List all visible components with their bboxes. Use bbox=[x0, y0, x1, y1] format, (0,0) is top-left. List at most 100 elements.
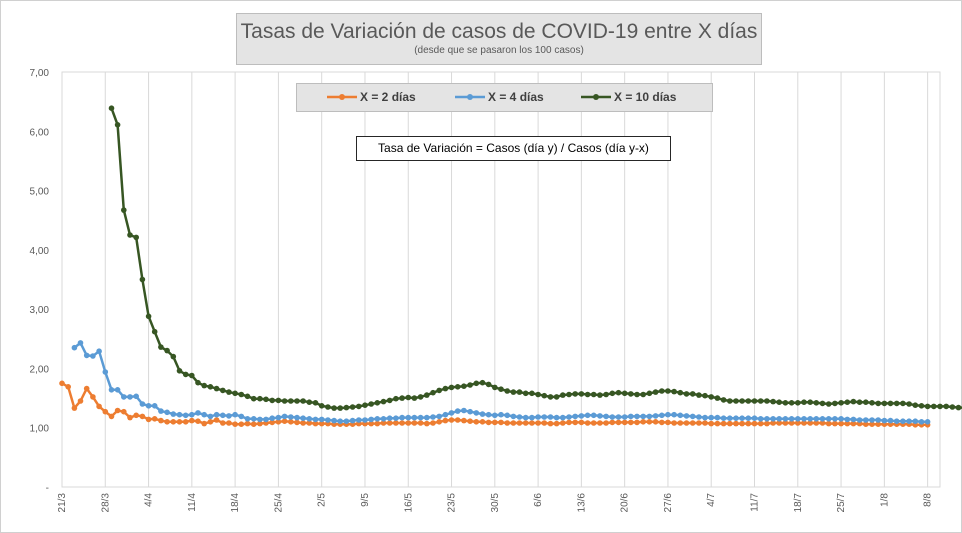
data-point bbox=[541, 420, 548, 426]
data-point bbox=[720, 415, 727, 422]
data-point bbox=[467, 418, 473, 425]
data-point bbox=[739, 398, 745, 404]
data-point bbox=[566, 414, 572, 420]
data-point bbox=[164, 347, 170, 354]
data-point bbox=[306, 416, 313, 422]
data-point bbox=[170, 419, 177, 425]
data-point bbox=[621, 390, 628, 397]
data-point bbox=[380, 420, 387, 426]
data-point bbox=[671, 388, 677, 395]
data-point bbox=[912, 402, 919, 409]
data-point bbox=[646, 390, 653, 397]
x-tick-label: 11/7 bbox=[750, 493, 761, 512]
data-point bbox=[90, 353, 96, 359]
data-point bbox=[473, 380, 480, 387]
data-point bbox=[708, 394, 714, 400]
data-point bbox=[257, 395, 263, 402]
x-tick-label: 11/4 bbox=[187, 493, 198, 512]
data-point bbox=[306, 399, 313, 406]
data-point bbox=[263, 416, 269, 423]
data-point bbox=[133, 393, 139, 400]
data-point bbox=[646, 419, 653, 425]
chart-subtitle: (desde que se pasaron los 100 casos) bbox=[414, 45, 584, 56]
data-point bbox=[702, 414, 708, 421]
data-point bbox=[393, 415, 399, 422]
data-point bbox=[467, 382, 473, 388]
data-point bbox=[201, 382, 207, 389]
data-point bbox=[807, 416, 813, 422]
data-point bbox=[776, 420, 782, 426]
data-point bbox=[479, 419, 486, 425]
data-point bbox=[745, 420, 752, 427]
data-point bbox=[535, 391, 541, 398]
data-point bbox=[226, 413, 232, 419]
data-point bbox=[436, 413, 443, 420]
data-point bbox=[844, 416, 851, 423]
data-point bbox=[263, 396, 269, 403]
data-point bbox=[257, 416, 263, 423]
data-point bbox=[764, 416, 770, 422]
data-point bbox=[275, 419, 282, 425]
data-point bbox=[659, 388, 665, 394]
data-point bbox=[615, 419, 622, 426]
data-point bbox=[788, 400, 795, 406]
data-point bbox=[677, 389, 684, 396]
data-point bbox=[454, 384, 461, 390]
data-point bbox=[399, 395, 405, 401]
data-point bbox=[553, 420, 560, 427]
data-point bbox=[689, 391, 696, 397]
data-point bbox=[386, 397, 393, 404]
data-point bbox=[108, 413, 115, 420]
data-point bbox=[312, 420, 319, 427]
data-point bbox=[133, 234, 139, 241]
data-point bbox=[844, 399, 851, 406]
data-point bbox=[405, 414, 412, 421]
data-point bbox=[417, 414, 424, 421]
data-point bbox=[553, 414, 560, 421]
data-point bbox=[708, 414, 714, 421]
data-point bbox=[399, 414, 405, 421]
data-point bbox=[665, 411, 671, 418]
data-point bbox=[226, 389, 232, 395]
data-point bbox=[813, 420, 820, 426]
data-point bbox=[659, 412, 665, 419]
data-point bbox=[448, 384, 455, 391]
data-point bbox=[108, 105, 115, 111]
data-point bbox=[572, 391, 578, 397]
data-point bbox=[844, 420, 851, 427]
data-point bbox=[250, 416, 257, 422]
data-point bbox=[621, 414, 628, 420]
data-point bbox=[492, 412, 498, 419]
x-tick-label: 25/7 bbox=[836, 493, 847, 513]
data-point bbox=[213, 417, 220, 423]
data-point bbox=[955, 404, 962, 411]
data-point bbox=[510, 420, 517, 426]
data-point bbox=[832, 400, 838, 407]
data-point bbox=[893, 400, 900, 407]
data-point bbox=[442, 411, 449, 418]
data-point bbox=[584, 420, 591, 426]
data-point bbox=[114, 387, 121, 393]
data-point bbox=[566, 419, 572, 426]
data-point bbox=[479, 411, 486, 417]
data-point bbox=[393, 395, 399, 402]
data-point bbox=[912, 418, 919, 425]
data-point bbox=[782, 400, 789, 406]
data-point bbox=[590, 412, 597, 419]
data-point bbox=[405, 420, 412, 426]
x-tick-label: 4/4 bbox=[144, 493, 155, 507]
data-point bbox=[850, 398, 857, 405]
data-point bbox=[770, 398, 776, 405]
data-point bbox=[158, 417, 164, 424]
data-point bbox=[374, 420, 381, 427]
data-point bbox=[832, 416, 838, 422]
data-point bbox=[343, 404, 350, 411]
data-point bbox=[745, 415, 752, 422]
data-point bbox=[393, 420, 399, 426]
data-point bbox=[522, 420, 529, 426]
data-point bbox=[133, 412, 139, 419]
data-point bbox=[232, 411, 238, 418]
data-point bbox=[485, 419, 492, 426]
data-point bbox=[318, 416, 325, 423]
x-tick-label: 18/4 bbox=[230, 493, 241, 513]
